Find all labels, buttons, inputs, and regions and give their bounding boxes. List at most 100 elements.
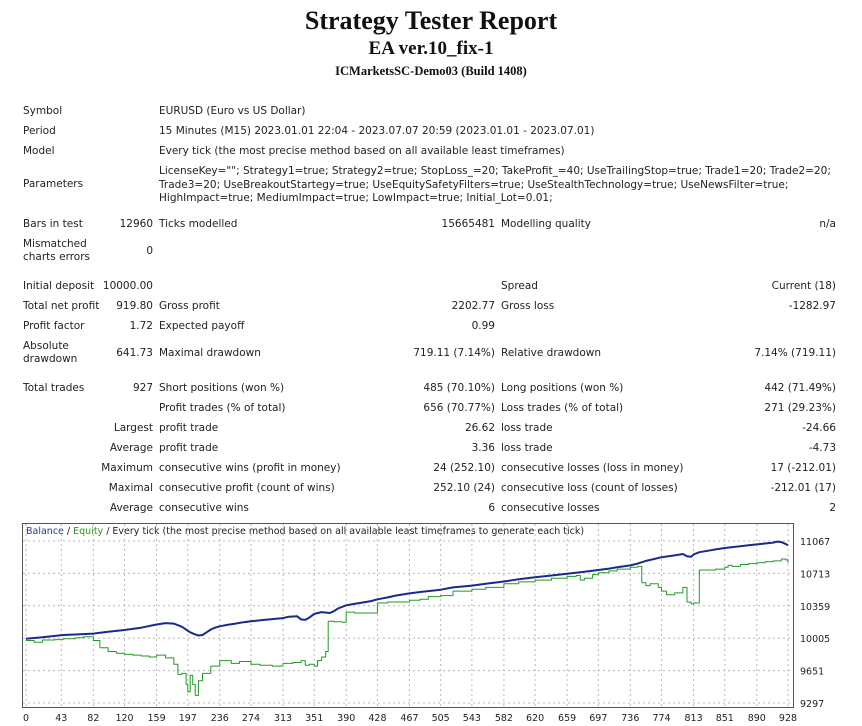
balance-line — [25, 540, 789, 640]
mismatch-label-2: charts errors — [23, 251, 90, 263]
server-build: ICMarketsSC-Demo03 (Build 1408) — [335, 64, 527, 78]
report-title: Strategy Tester Report — [304, 6, 558, 35]
period-value: 15 Minutes (M15) 2023.01.01 22:04 - 2023… — [159, 125, 595, 137]
relative-drawdown-value: 7.14% (719.11) — [754, 347, 836, 359]
long-positions-label: Long positions (won %) — [501, 382, 624, 394]
x-tick-label: 197 — [179, 713, 197, 723]
spread-value: Current (18) — [771, 280, 836, 292]
avg-consecutive-losses-value: 2 — [829, 502, 836, 514]
largest-profit-label: profit trade — [159, 422, 219, 434]
y-tick-label: 10005 — [800, 634, 830, 645]
loss-trades-value: 271 (29.23%) — [764, 402, 836, 414]
x-tick-label: 351 — [305, 713, 323, 723]
x-tick-label: 467 — [400, 713, 418, 723]
total-trades-value: 927 — [132, 382, 153, 394]
x-tick-label: 851 — [716, 713, 734, 723]
x-tick-label: 697 — [589, 713, 607, 723]
avg-consecutive-wins-label: consecutive wins — [159, 502, 249, 514]
bars-value: 12960 — [119, 218, 153, 230]
maximal-consecutive-loss-label: consecutive loss (count of losses) — [501, 482, 678, 494]
mismatch-label-1: Mismatched — [23, 238, 87, 250]
maximal-drawdown-label: Maximal drawdown — [159, 347, 261, 359]
x-tick-label: 774 — [652, 713, 670, 723]
initial-deposit-value: 10000.00 — [102, 280, 153, 292]
x-tick-label: 43 — [55, 713, 67, 723]
x-tick-label: 543 — [463, 713, 481, 723]
gross-loss-label: Gross loss — [501, 300, 555, 312]
profit-factor-label: Profit factor — [23, 320, 85, 332]
x-tick-label: 505 — [432, 713, 450, 723]
parameters-label: Parameters — [23, 178, 84, 190]
absolute-drawdown-value: 641.73 — [116, 347, 153, 359]
x-tick-label: 813 — [685, 713, 703, 723]
largest-label: Largest — [113, 422, 153, 434]
average-profit-label: profit trade — [159, 442, 219, 454]
largest-profit-value: 26.62 — [464, 422, 495, 434]
plot-frame — [22, 523, 794, 708]
legend-description: / Every tick (the most precise method ba… — [103, 526, 584, 537]
max-consecutive-wins-label: consecutive wins (profit in money) — [159, 462, 341, 474]
period-label: Period — [23, 125, 56, 137]
absolute-drawdown-label-2: drawdown — [23, 353, 78, 365]
max-consecutive-losses-value: 17 (-212.01) — [770, 462, 836, 474]
model-label: Model — [23, 145, 55, 157]
relative-drawdown-label: Relative drawdown — [501, 347, 602, 359]
balance-equity-chart: Balance / Equity / Every tick (the most … — [22, 523, 862, 724]
model-value: Every tick (the most precise method base… — [159, 145, 565, 157]
x-tick-label: 620 — [526, 713, 544, 723]
y-tick-label: 9651 — [800, 667, 824, 678]
total-trades-label: Total trades — [23, 382, 85, 394]
avg-consecutive-losses-label: consecutive losses — [501, 502, 600, 514]
x-tick-label: 0 — [23, 713, 29, 723]
short-positions-label: Short positions (won %) — [159, 382, 285, 394]
loss-trades-label: Loss trades (% of total) — [501, 402, 624, 414]
x-tick-label: 428 — [368, 713, 386, 723]
avg-consecutive-wins-value: 6 — [488, 502, 495, 514]
y-tick-label: 10359 — [800, 602, 830, 613]
max-consecutive-losses-label: consecutive losses (loss in money) — [501, 462, 684, 474]
profit-trades-label: Profit trades (% of total) — [159, 402, 286, 414]
chart-legend: Balance / Equity / Every tick (the most … — [26, 526, 584, 537]
profit-trades-value: 656 (70.77%) — [423, 402, 495, 414]
symbol-value: EURUSD (Euro vs US Dollar) — [159, 105, 306, 117]
chart-svg: Balance / Equity / Every tick (the most … — [22, 523, 830, 724]
average-profit-value: 3.36 — [471, 442, 495, 454]
largest-loss-value: -24.66 — [802, 422, 836, 434]
avg-consecutive-label: Average — [109, 502, 153, 514]
average-loss-label: loss trade — [501, 442, 553, 454]
absolute-drawdown-label-1: Absolute — [23, 340, 69, 352]
expected-payoff-value: 0.99 — [471, 320, 495, 332]
quality-value: n/a — [819, 218, 836, 230]
expected-payoff-label: Expected payoff — [159, 320, 245, 332]
profit-factor-value: 1.72 — [129, 320, 153, 332]
maximal-drawdown-value: 719.11 (7.14%) — [413, 347, 495, 359]
x-tick-label: 890 — [748, 713, 766, 723]
y-tick-label: 11067 — [800, 537, 830, 548]
ticks-value: 15665481 — [441, 218, 495, 230]
largest-loss-label: loss trade — [501, 422, 553, 434]
x-tick-label: 236 — [211, 713, 229, 723]
maximal-consecutive-profit-label: consecutive profit (count of wins) — [159, 482, 335, 494]
net-profit-label: Total net profit — [23, 300, 100, 312]
symbol-label: Symbol — [23, 105, 63, 117]
legend-separator: / — [64, 526, 73, 537]
x-tick-label: 736 — [621, 713, 639, 723]
equity-line — [26, 558, 789, 696]
bars-label: Bars in test — [23, 218, 83, 230]
gross-profit-label: Gross profit — [159, 300, 220, 312]
x-tick-label: 390 — [337, 713, 355, 723]
x-tick-label: 159 — [147, 713, 165, 723]
legend-equity: Equity — [73, 526, 103, 537]
spread-label: Spread — [501, 280, 538, 292]
maximum-label: Maximum — [101, 462, 153, 474]
maximal-consecutive-loss-value: -212.01 (17) — [770, 482, 836, 494]
x-tick-label: 82 — [87, 713, 99, 723]
average-loss-value: -4.73 — [808, 442, 836, 454]
x-tick-label: 659 — [558, 713, 576, 723]
y-tick-label: 10713 — [800, 569, 830, 580]
short-positions-value: 485 (70.10%) — [423, 382, 495, 394]
net-profit-value: 919.80 — [116, 300, 153, 312]
gross-loss-value: -1282.97 — [788, 300, 836, 312]
long-positions-value: 442 (71.49%) — [764, 382, 836, 394]
maximal-label: Maximal — [108, 482, 153, 494]
